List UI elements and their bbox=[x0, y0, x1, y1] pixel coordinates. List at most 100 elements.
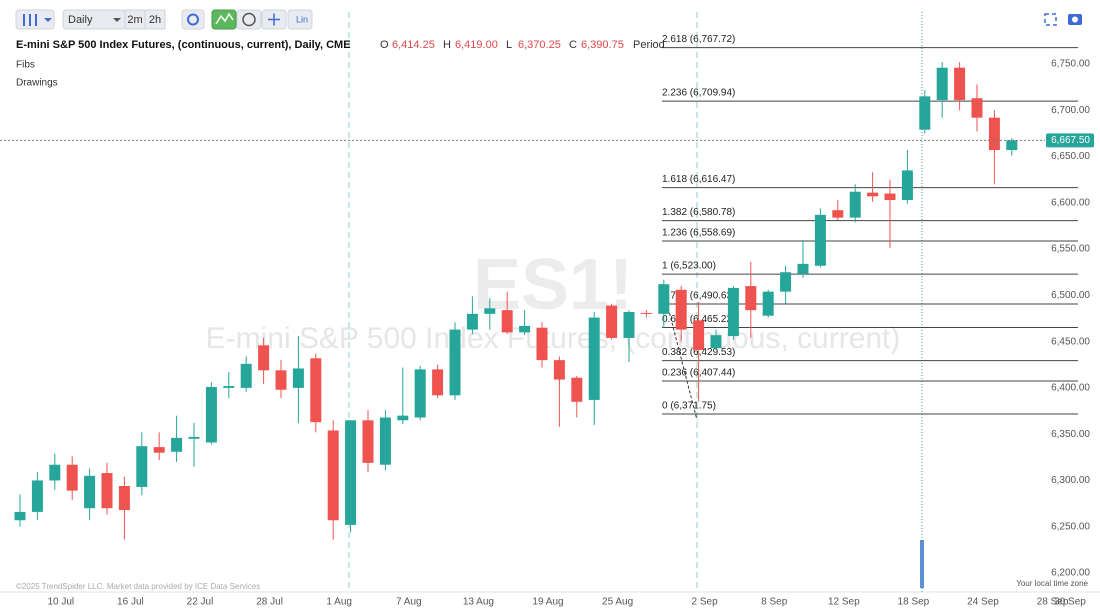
candle-body bbox=[971, 98, 983, 118]
y-tick-label: 6,650.00 bbox=[1051, 151, 1090, 162]
candle-body bbox=[693, 320, 705, 350]
interval-button[interactable] bbox=[144, 9, 166, 30]
candle-body bbox=[310, 358, 322, 423]
interval-button-label: 2h bbox=[149, 14, 161, 26]
fib-label: 1 (6,523.00) bbox=[662, 261, 716, 272]
layer-label[interactable]: Drawings bbox=[16, 78, 58, 89]
last-price-label: 6,667.50 bbox=[1051, 135, 1090, 146]
x-tick-label: 25 Aug bbox=[602, 597, 633, 608]
y-tick-label: 6,200.00 bbox=[1051, 568, 1090, 579]
fib-label: 2.236 (6,709.94) bbox=[662, 88, 735, 99]
x-tick-label: 10 Jul bbox=[47, 597, 74, 608]
candle-body bbox=[919, 96, 931, 130]
candle-body bbox=[275, 370, 287, 390]
candle-body bbox=[14, 511, 26, 521]
candle-body bbox=[432, 369, 444, 396]
candle-body bbox=[379, 417, 391, 465]
candle-body bbox=[988, 117, 1000, 151]
settings-icon bbox=[187, 13, 199, 26]
scale-label: Lin bbox=[296, 14, 308, 24]
y-tick-label: 6,750.00 bbox=[1051, 59, 1090, 70]
interval-label: Daily bbox=[68, 14, 93, 26]
candle-body bbox=[867, 192, 879, 197]
y-tick-label: 6,250.00 bbox=[1051, 521, 1090, 532]
candle-body bbox=[136, 446, 148, 487]
candle-body bbox=[466, 313, 478, 330]
candle-body bbox=[188, 436, 200, 439]
interval-button-label: 2m bbox=[127, 14, 142, 26]
indicator-icon bbox=[215, 12, 234, 25]
candle-body bbox=[345, 420, 357, 525]
y-tick-label: 6,500.00 bbox=[1051, 290, 1090, 301]
toolbar: Daily 2m 2h Lin bbox=[15, 9, 1082, 30]
candle-body bbox=[1006, 140, 1018, 151]
period-label: Period bbox=[633, 39, 665, 51]
candle-body bbox=[553, 360, 565, 380]
ohlc-value: 6,370.25 bbox=[518, 39, 561, 51]
ohlc-key: H bbox=[443, 39, 451, 51]
candle-body bbox=[588, 317, 600, 400]
plot: 6,200.00 6,250.00 6,300.00 6,350.00 6,400.00… bbox=[0, 34, 1094, 608]
fullscreen-button[interactable] bbox=[1044, 13, 1057, 26]
candle-body bbox=[66, 464, 78, 491]
candle-body bbox=[327, 430, 339, 521]
y-tick-label: 6,600.00 bbox=[1051, 197, 1090, 208]
candle-body bbox=[49, 464, 61, 481]
time-button[interactable] bbox=[236, 9, 262, 30]
candle-body bbox=[449, 329, 461, 396]
symbol-title: E-mini S&P 500 Index Futures, (continuou… bbox=[16, 39, 351, 51]
candle-body bbox=[606, 305, 618, 338]
x-tick-label: 18 Sep bbox=[898, 597, 930, 608]
ohlc-value: 6,419.00 bbox=[455, 39, 498, 51]
x-tick-label: 7 Aug bbox=[396, 597, 422, 608]
ohlc-key: C bbox=[569, 39, 577, 51]
timezone-label: Your local time zone bbox=[1016, 579, 1088, 588]
settings-button[interactable] bbox=[181, 9, 205, 30]
camera-lens bbox=[1072, 16, 1078, 23]
candle-body bbox=[501, 310, 513, 333]
event-marker bbox=[920, 540, 924, 588]
fib-anchor-line bbox=[661, 283, 698, 421]
fib-label: 1.382 (6,580.78) bbox=[662, 207, 735, 218]
x-tick-label: 13 Aug bbox=[463, 597, 494, 608]
candle-body bbox=[936, 67, 948, 101]
candle-body bbox=[745, 286, 757, 311]
candle-body bbox=[484, 308, 496, 314]
watermark-name: E-mini S&P 500 Index Futures, (continuou… bbox=[206, 322, 901, 355]
candle-body bbox=[223, 386, 235, 388]
copyright: ©2025 TrendSpider LLC. Market data provi… bbox=[16, 582, 260, 591]
fib-label: 0 (6,371.75) bbox=[662, 401, 716, 412]
candle-body bbox=[797, 263, 809, 275]
ohlc-value: 6,390.75 bbox=[581, 39, 624, 51]
fib-label: 1.618 (6,616.47) bbox=[662, 174, 735, 185]
candle-icon bbox=[23, 14, 37, 26]
candle-body bbox=[362, 420, 374, 463]
ohlc-value: 6,414.25 bbox=[392, 39, 435, 51]
candle-body bbox=[153, 447, 165, 453]
x-tick-label: 2 Sep bbox=[692, 597, 719, 608]
last-price-box bbox=[1046, 133, 1094, 148]
x-tick-label: 19 Aug bbox=[532, 597, 563, 608]
ohlc-readout: O 6,414.25 H 6,419.00 L 6,370.25 C 6,390.75 bbox=[380, 39, 624, 51]
candle-body bbox=[727, 287, 739, 337]
candle-body bbox=[397, 415, 409, 421]
fib-label: 0.786 (6,490.63) bbox=[662, 291, 735, 302]
y-tick-label: 6,450.00 bbox=[1051, 336, 1090, 347]
candle-body bbox=[31, 480, 43, 512]
x-tick-label: 16 Jul bbox=[117, 597, 144, 608]
candle-body bbox=[640, 312, 652, 314]
layer-label[interactable]: Fibs bbox=[16, 60, 35, 71]
fib-label: 1.236 (6,558.69) bbox=[662, 228, 735, 239]
fib-label: 2.618 (6,767.72) bbox=[662, 34, 735, 45]
x-tick-label: 22 Jul bbox=[187, 597, 214, 608]
scale-button[interactable] bbox=[287, 9, 313, 30]
y-tick-label: 6,550.00 bbox=[1051, 244, 1090, 255]
candle-body bbox=[884, 193, 896, 201]
candle-body bbox=[901, 170, 913, 201]
dropdown-arrow bbox=[44, 18, 52, 22]
candle-body bbox=[205, 386, 217, 443]
y-tick-label: 6,300.00 bbox=[1051, 475, 1090, 486]
candle-body bbox=[954, 67, 966, 101]
candle-body bbox=[292, 368, 304, 388]
